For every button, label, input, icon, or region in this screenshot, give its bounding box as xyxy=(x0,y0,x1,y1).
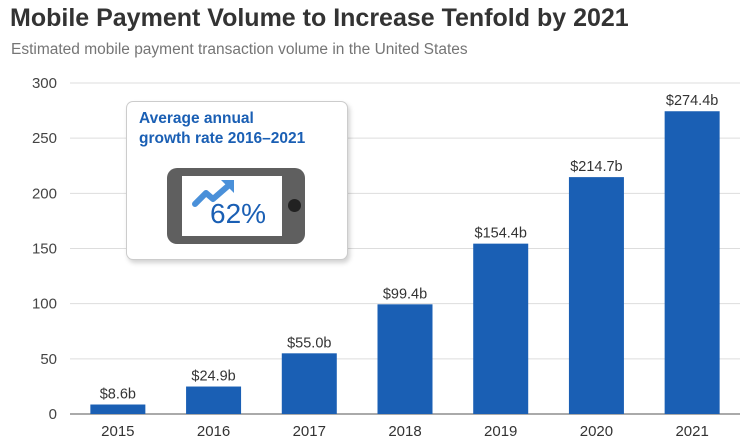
x-tick-label-2021: 2021 xyxy=(675,423,708,440)
bar-2015 xyxy=(90,404,146,414)
callout-title-line2: growth rate 2016–2021 xyxy=(139,130,306,147)
bar-2021 xyxy=(664,111,720,414)
x-tick-label-2017: 2017 xyxy=(293,423,326,440)
y-tick-label-200: 200 xyxy=(32,185,57,202)
data-label-2019: $154.4b xyxy=(475,226,527,242)
trend-arrow-icon xyxy=(192,180,234,207)
callout-title-line1: Average annual xyxy=(139,110,254,127)
x-tick-label-2019: 2019 xyxy=(484,423,517,440)
y-tick-label-300: 300 xyxy=(32,75,57,92)
x-tick-label-2016: 2016 xyxy=(197,423,230,440)
bar-2018 xyxy=(377,304,433,414)
data-label-2020: $214.7b xyxy=(570,159,622,175)
x-tick-label-2020: 2020 xyxy=(580,423,613,440)
bar-2020 xyxy=(568,177,624,414)
data-labels: $8.6b $24.9b $55.0b $99.4b $154.4b $214.7b $27… xyxy=(100,93,719,402)
y-tick-label-150: 150 xyxy=(32,241,57,258)
y-tick-label-0: 0 xyxy=(49,406,57,423)
bars xyxy=(90,111,720,414)
y-tick-label-100: 100 xyxy=(32,296,57,313)
x-axis-ticks: 2015 2016 2017 2018 2019 2020 2021 xyxy=(101,423,709,440)
data-label-2017: $55.0b xyxy=(287,335,331,351)
y-tick-label-50: 50 xyxy=(40,351,57,368)
bar-2017 xyxy=(281,353,337,414)
data-label-2021: $274.4b xyxy=(666,93,718,109)
growth-rate-callout: Average annual growth rate 2016–2021 62% xyxy=(126,101,348,260)
data-label-2015: $8.6b xyxy=(100,387,136,403)
phone-icon: 62% xyxy=(167,168,305,244)
bar-2019 xyxy=(473,243,529,414)
bar-2016 xyxy=(186,386,242,414)
x-tick-label-2018: 2018 xyxy=(388,423,421,440)
x-tick-label-2015: 2015 xyxy=(101,423,134,440)
data-label-2016: $24.9b xyxy=(191,369,235,385)
growth-rate-value: 62% xyxy=(210,198,267,229)
y-axis-ticks: 0 50 100 150 200 250 300 xyxy=(32,75,57,423)
chart-subtitle: Estimated mobile payment transaction vol… xyxy=(11,41,468,58)
phone-screen: 62% xyxy=(182,176,282,236)
phone-home-button xyxy=(288,199,301,212)
y-tick-label-250: 250 xyxy=(32,130,57,147)
data-label-2018: $99.4b xyxy=(383,286,427,302)
callout-title: Average annual growth rate 2016–2021 xyxy=(139,109,305,149)
chart-title: Mobile Payment Volume to Increase Tenfol… xyxy=(10,4,629,32)
